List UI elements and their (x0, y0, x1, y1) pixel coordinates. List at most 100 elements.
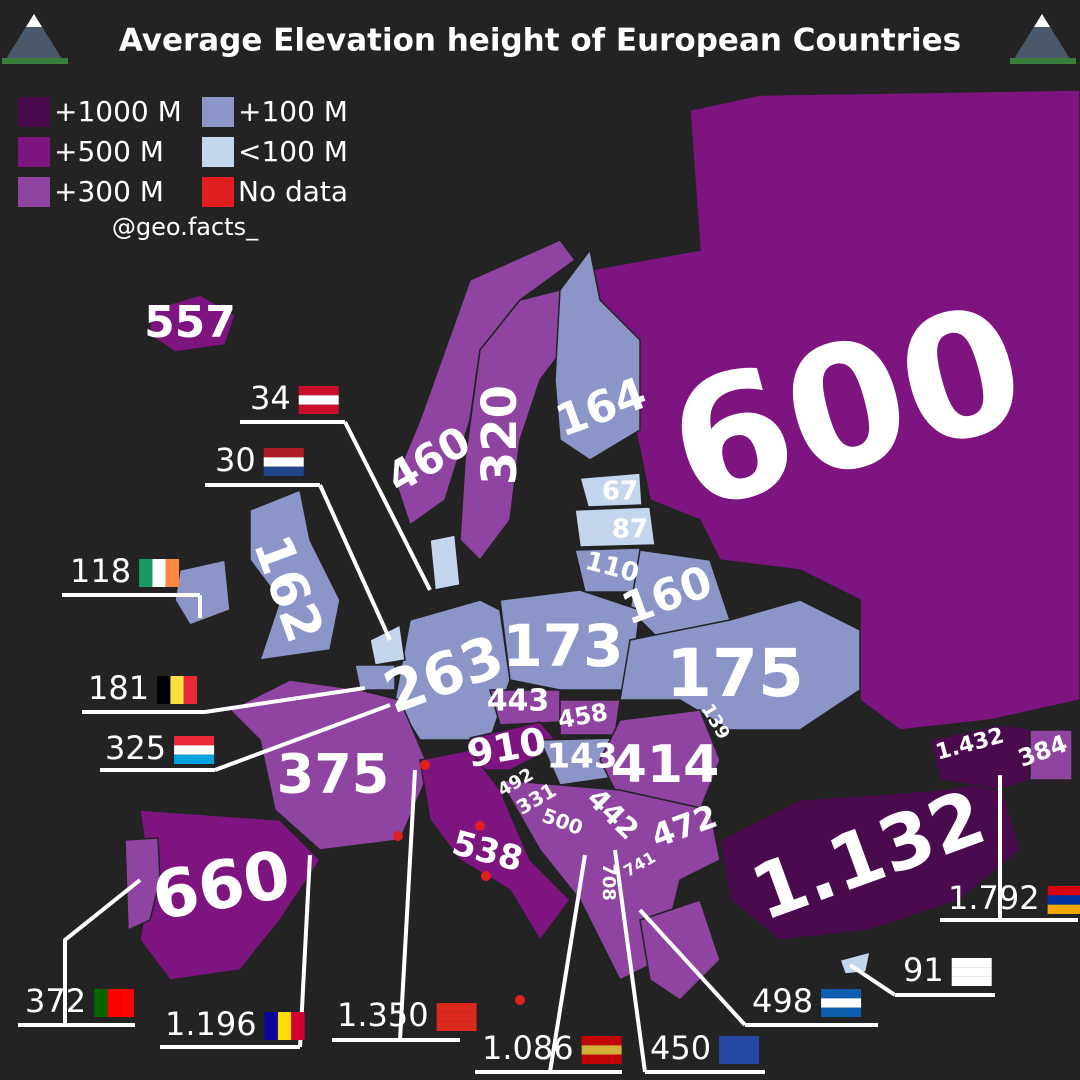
country (124, 837, 161, 932)
legend-label: <100 M (238, 135, 348, 168)
elevation-label: 708 (598, 863, 619, 901)
flag (165, 559, 180, 587)
elevation-label: 414 (611, 735, 720, 795)
flag (298, 395, 339, 405)
callout-label: 118 (70, 552, 131, 590)
flag (436, 1003, 477, 1013)
flag (821, 989, 862, 999)
flag (298, 404, 339, 414)
country (149, 294, 236, 353)
flag (291, 1012, 305, 1040)
leader-line (204, 686, 366, 714)
country (619, 599, 861, 731)
flag (581, 1054, 622, 1064)
callout-label: 30 (215, 441, 256, 479)
legend-swatch (202, 97, 234, 127)
flag (951, 976, 992, 986)
flag (183, 676, 198, 704)
no-data-dot (515, 995, 525, 1005)
country (369, 623, 406, 666)
flag (719, 1054, 760, 1064)
snow (1034, 14, 1050, 27)
leader-line (318, 484, 392, 641)
legend-label: +1000 M (54, 95, 182, 128)
no-data-dot (475, 821, 485, 831)
flag (157, 676, 171, 704)
flag (174, 736, 215, 746)
callout-label: 325 (105, 729, 166, 767)
leader-line (548, 854, 587, 1073)
flag (174, 745, 215, 755)
flag (951, 967, 992, 977)
country (554, 248, 641, 461)
mountain (4, 14, 64, 62)
flag (1047, 904, 1080, 914)
elevation-label: 557 (144, 297, 236, 348)
no-data-dot (481, 871, 491, 881)
flag (174, 754, 215, 764)
leader-line (63, 878, 142, 1025)
leader-line (638, 908, 747, 1027)
flag (1047, 895, 1080, 905)
legend-label: +300 M (54, 175, 164, 208)
leader-line (398, 769, 417, 1041)
flag (719, 1045, 760, 1055)
flag (581, 1045, 622, 1055)
flag (107, 989, 121, 1017)
mountain-icon (1010, 14, 1076, 64)
flag (94, 989, 108, 1017)
country (719, 779, 1021, 941)
elevation-label: 67 (602, 477, 638, 507)
legend-swatch (202, 137, 234, 167)
no-data-dots (393, 760, 525, 1005)
leader-line (848, 963, 897, 997)
flag (152, 559, 166, 587)
flag (298, 386, 339, 396)
grass (2, 58, 68, 64)
elevation-label: 143 (547, 737, 618, 777)
callout-lines (18, 420, 1078, 1074)
legend-swatch (18, 137, 50, 167)
mountain (1012, 14, 1072, 62)
no-data-dot (393, 831, 403, 841)
no-data-dot (420, 760, 430, 770)
callout-label: 450 (650, 1029, 711, 1067)
country (574, 506, 656, 548)
leader-line (343, 421, 432, 591)
legend-swatch (202, 177, 234, 207)
country (1029, 729, 1073, 781)
country (839, 950, 871, 975)
callout-label: 1.792 (948, 879, 1040, 917)
legend-label: +500 M (54, 135, 164, 168)
flag (951, 958, 992, 968)
callout-label: 34 (250, 379, 291, 417)
flag (263, 457, 304, 467)
elevation-label: 375 (277, 743, 390, 806)
leader-line (613, 849, 647, 1073)
callout-label: 1.196 (165, 1005, 257, 1043)
elevation-label: 173 (502, 612, 623, 680)
flag (139, 559, 153, 587)
mountain-icon (2, 14, 68, 64)
country (579, 472, 643, 508)
country (429, 534, 461, 591)
callout-label: 1.086 (482, 1029, 574, 1067)
elevation-label: 175 (666, 635, 804, 712)
flag (719, 1036, 760, 1046)
elevation-label: 320 (472, 385, 528, 485)
elevation-label: 87 (612, 515, 648, 545)
grass (1010, 58, 1076, 64)
flag (581, 1036, 622, 1046)
callout-label: 91 (903, 951, 944, 989)
country (249, 488, 341, 661)
legend: +1000 M +500 M +300 M +100 M <100 M No data (18, 95, 348, 208)
country (419, 749, 571, 942)
flag (821, 1007, 862, 1017)
legend-swatch (18, 97, 50, 127)
flag (436, 1021, 477, 1031)
legend-label: +100 M (238, 95, 348, 128)
flag (277, 1012, 292, 1040)
country (459, 289, 571, 562)
legend-swatch (18, 177, 50, 207)
